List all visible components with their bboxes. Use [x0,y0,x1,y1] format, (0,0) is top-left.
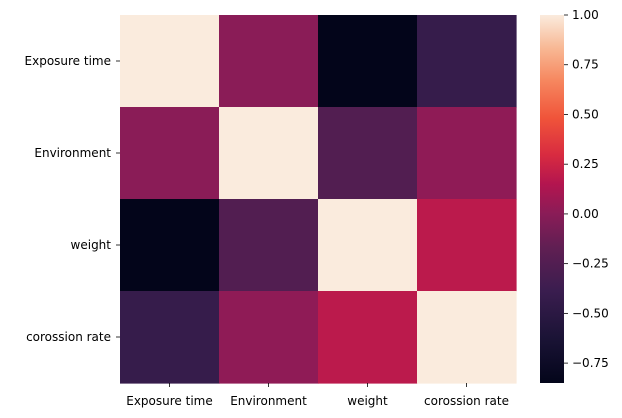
row-label: weight [71,238,112,252]
heatmap-cell [417,15,517,108]
heatmap-cell [120,15,220,108]
colorbar-tick-label: −0.75 [572,356,609,370]
colorbar [540,15,564,383]
heatmap-cell [417,107,517,200]
heatmap-cell [318,291,418,384]
row-label: Environment [34,146,111,160]
colorbar-tick-label: 0.75 [572,58,599,72]
heatmap-cell [219,291,319,384]
column-label: corossion rate [424,394,509,408]
colorbar-tick-label: 0.00 [572,207,599,221]
colorbar-tick-label: 0.25 [572,157,599,171]
heatmap-cell [417,199,517,292]
colorbar-tick-label: 1.00 [572,8,599,22]
heatmap-cell [120,199,220,292]
colorbar-ticks: 1.00 0.75 0.50 0.25 0.00 −0.25 −0.50 −0.75 [564,8,609,370]
colorbar-tick-label: −0.50 [572,306,609,320]
column-label: Exposure time [126,394,212,408]
colorbar-tick-label: −0.25 [572,257,609,271]
heatmap-cells [120,15,517,384]
heatmap-cell [318,107,418,200]
heatmap-cell [219,199,319,292]
heatmap-cell [417,291,517,384]
heatmap-cell [318,15,418,108]
column-labels: Exposure time Environment weight corossion … [126,383,509,408]
heatmap-cell [219,15,319,108]
column-label: weight [347,394,388,408]
heatmap-cell [219,107,319,200]
row-labels: Exposure time Environment weight corossion … [25,54,120,344]
row-label: corossion rate [26,330,111,344]
heatmap-cell [120,291,220,384]
column-label: Environment [230,394,307,408]
row-label: Exposure time [25,54,111,68]
colorbar-tick-label: 0.50 [572,107,599,121]
heatmap-cell [318,199,418,292]
heatmap-cell [120,107,220,200]
colorbar-gradient [540,15,564,383]
